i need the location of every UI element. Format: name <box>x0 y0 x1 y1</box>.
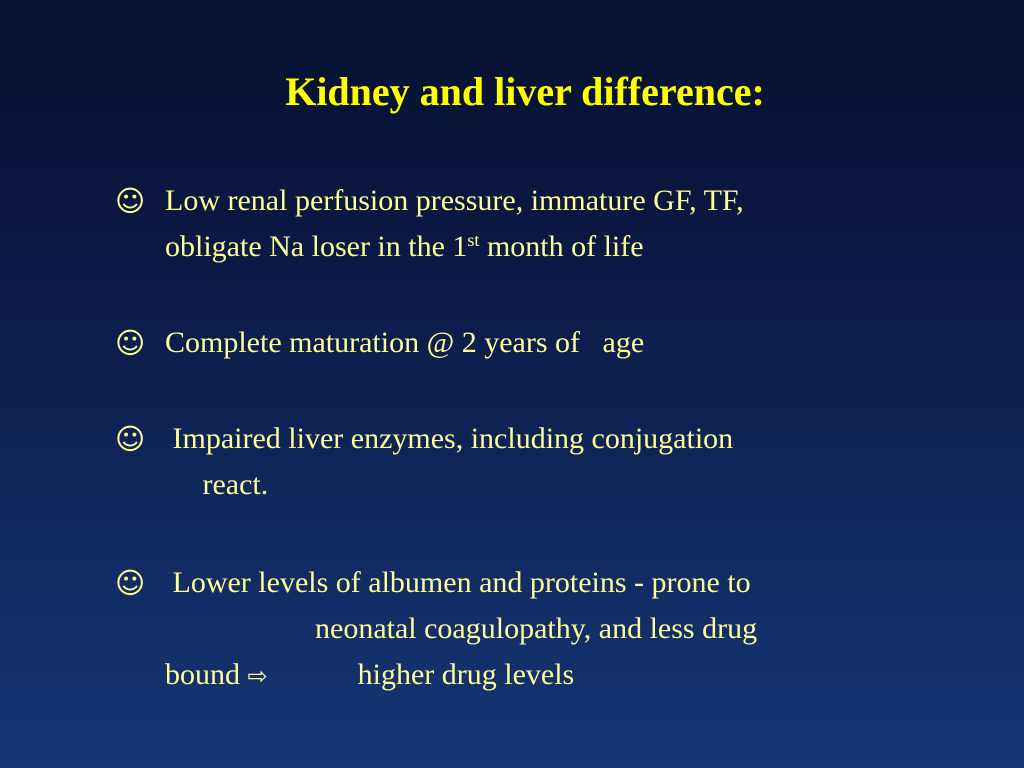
bullet-4-line-3: bound ⇨ higher drug levels <box>165 652 955 699</box>
right-arrow-icon: ⇨ <box>247 662 268 690</box>
bullet-4-line-1: Lower levels of albumen and proteins - p… <box>165 566 751 599</box>
bullet-4-line-2: neonatal coagulopathy, and less drug <box>165 612 758 645</box>
bullet-4-line-3-post: higher drug levels <box>267 658 575 691</box>
bullet-1-line-2-post: month of life <box>479 230 644 263</box>
smiley-bullet-icon: ☺ <box>115 326 146 360</box>
bullet-text-3: Impaired liver enzymes, including conjug… <box>165 416 955 508</box>
slide-title: Kidney and liver difference: <box>285 69 765 114</box>
bullet-2-line-1: Complete maturation @ 2 years of age <box>165 326 645 359</box>
bullet-1-line-2-pre: obligate Na loser in the 1 <box>165 230 468 263</box>
bullet-text-1: Low renal perfusion pressure, immature G… <box>165 178 955 270</box>
superscript-st: st <box>467 230 480 250</box>
smiley-bullet-icon: ☺ <box>115 566 146 600</box>
bullet-4-line-3-pre: bound <box>165 658 248 691</box>
bullet-3-line-1: Impaired liver enzymes, including conjug… <box>165 422 734 455</box>
bullet-text-2: Complete maturation @ 2 years of age <box>165 320 955 366</box>
bullet-1-line-1: Low renal perfusion pressure, immature G… <box>165 184 744 217</box>
bullet-1-line-2: obligate Na loser in the 1st month of li… <box>165 224 955 270</box>
bullet-3-line-2: react. <box>165 468 269 501</box>
smiley-bullet-icon: ☺ <box>115 184 146 218</box>
smiley-bullet-icon: ☺ <box>115 422 146 456</box>
bullet-text-4: Lower levels of albumen and proteins - p… <box>165 560 955 699</box>
